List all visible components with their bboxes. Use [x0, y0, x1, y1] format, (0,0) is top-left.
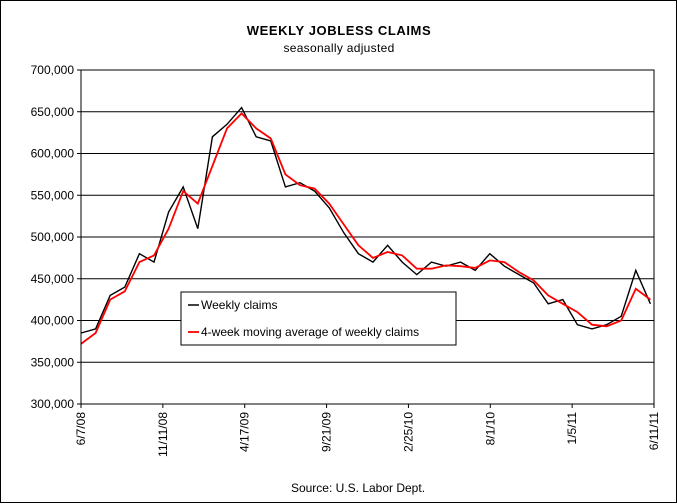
moving-average-line	[80, 112, 651, 345]
y-tick-label: 450,000	[31, 272, 75, 286]
legend-label-weekly-claims: Weekly claims	[201, 298, 277, 312]
y-tick-label: 500,000	[31, 230, 75, 244]
legend-box	[180, 291, 457, 346]
y-tick-label: 550,000	[31, 188, 75, 202]
chart-subtitle: seasonally adjusted	[283, 41, 394, 55]
y-axis-tick-labels: 300,000 350,000 400,000 450,000 500,000 550,0…	[31, 63, 81, 411]
gridlines	[81, 111, 654, 363]
y-tick-label: 650,000	[31, 105, 75, 119]
x-tick-label: 6/7/08	[74, 412, 88, 446]
source-note: Source: U.S. Labor Dept.	[291, 481, 425, 495]
y-tick-label: 400,000	[31, 314, 75, 328]
y-tick-label: 600,000	[31, 147, 75, 161]
y-tick-label: 300,000	[31, 397, 75, 411]
x-tick-label: 6/11/11	[647, 412, 661, 451]
weekly-claims-line	[80, 106, 652, 334]
x-tick-label: 11/11/08	[156, 412, 170, 457]
x-tick-label: 1/5/11	[565, 412, 579, 445]
y-tick-label: 350,000	[31, 355, 75, 369]
legend-label-moving-average: 4-week moving average of weekly claims	[201, 325, 419, 339]
x-tick-label: 9/21/09	[320, 412, 334, 452]
chart-title: WEEKLY JOBLESS CLAIMS	[247, 23, 432, 38]
legend: Weekly claims 4-week moving average of w…	[180, 291, 457, 346]
x-axis-tick-labels: 6/7/08 11/11/08 4/17/09 9/21/09 2/25/10 8/1/1…	[74, 404, 661, 457]
y-tick-label: 700,000	[31, 63, 75, 77]
plot-area-border	[80, 69, 655, 405]
x-tick-label: 4/17/09	[238, 412, 252, 452]
x-tick-label: 8/1/10	[483, 412, 497, 446]
x-tick-label: 2/25/10	[401, 412, 415, 452]
